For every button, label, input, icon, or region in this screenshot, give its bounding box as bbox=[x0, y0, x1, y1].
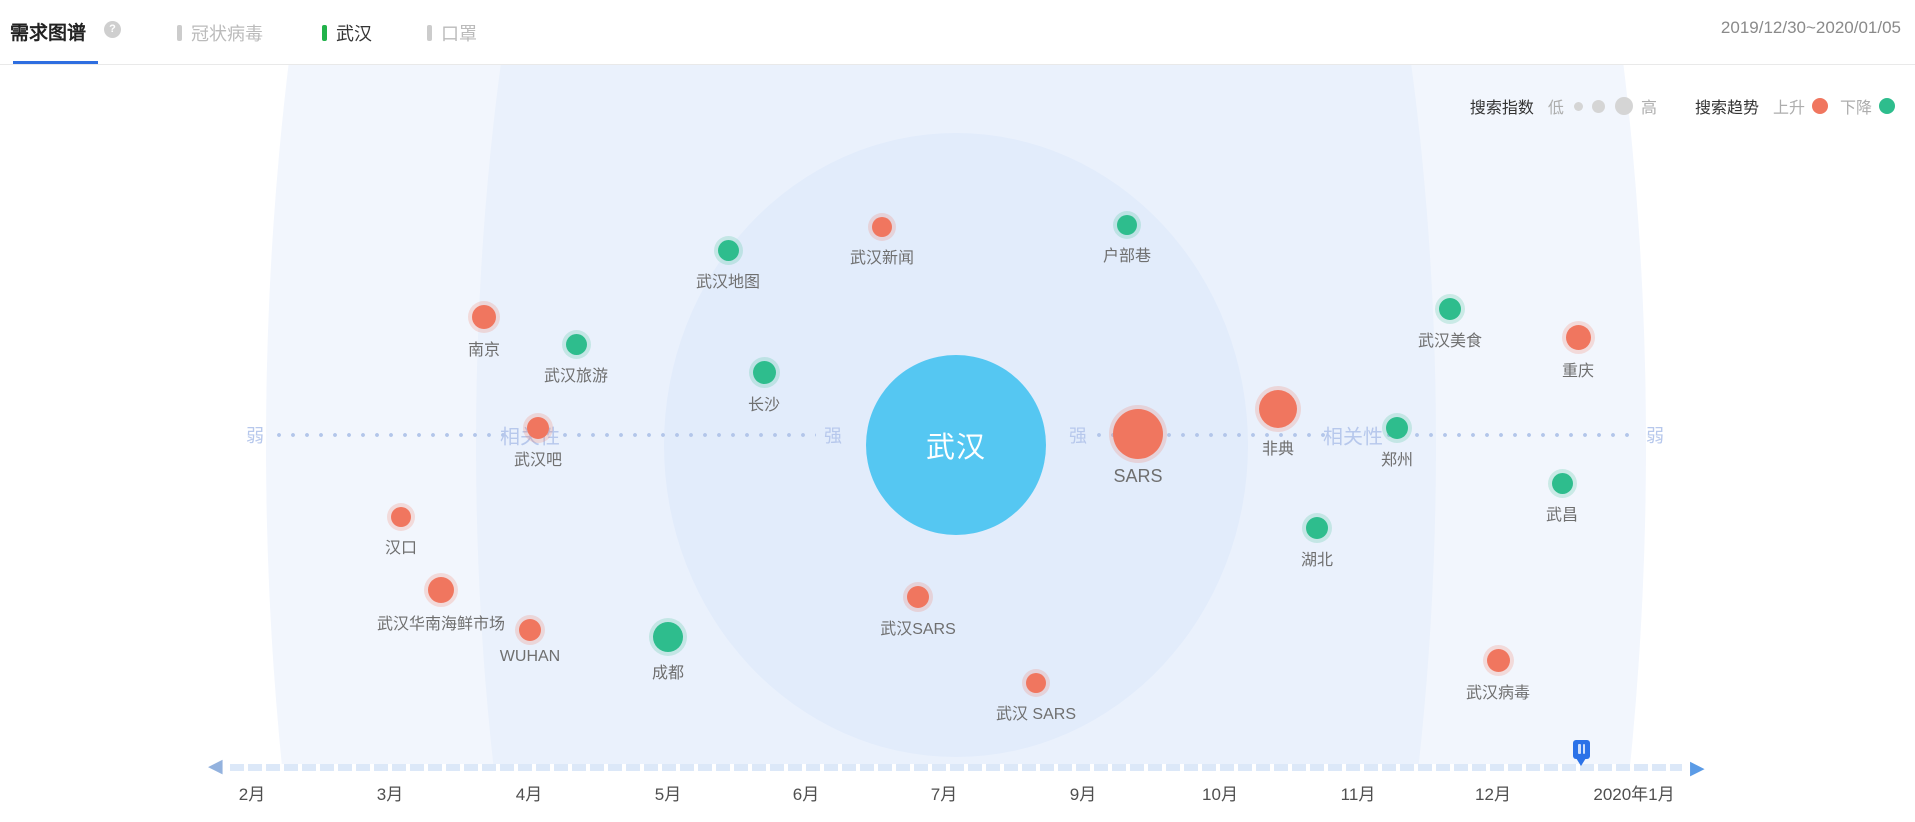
help-icon[interactable]: ? bbox=[104, 21, 121, 38]
tab-label: 冠状病毒 bbox=[191, 24, 263, 44]
bubble-up[interactable] bbox=[391, 507, 411, 527]
chart-legend: 搜索指数 低 高 搜索趋势 上升 下降 bbox=[1470, 94, 1895, 118]
bubble-label: 武昌 bbox=[1545, 506, 1579, 524]
bubble-down[interactable] bbox=[1439, 298, 1461, 320]
bubble-label: 户部巷 bbox=[1102, 248, 1152, 265]
tab-mask[interactable]: 口罩 bbox=[427, 20, 477, 46]
search-index-label: 搜索指数 bbox=[1469, 100, 1534, 117]
bubble-label: 南京 bbox=[467, 342, 501, 359]
timeline-track[interactable] bbox=[230, 764, 1682, 771]
month-label: 3月 bbox=[376, 785, 404, 804]
bubble-down[interactable] bbox=[653, 622, 683, 652]
header-bar: 需求图谱 ? 冠状病毒 武汉 口罩 2019/12/30~2020/01/05 bbox=[0, 0, 1915, 65]
bubble-label: 武汉美食 bbox=[1417, 333, 1483, 350]
bubble-label: 武汉新闻 bbox=[849, 250, 915, 267]
bubble-up[interactable] bbox=[907, 586, 929, 608]
bubble-up[interactable] bbox=[872, 217, 892, 237]
month-label: 2月 bbox=[238, 785, 266, 804]
month-label: 7月 bbox=[930, 785, 958, 804]
bubble-label: 湖北 bbox=[1300, 552, 1334, 569]
axis-label: 强 bbox=[1069, 426, 1087, 446]
bubble-up[interactable] bbox=[472, 305, 496, 329]
tab-coronavirus[interactable]: 冠状病毒 bbox=[177, 20, 263, 46]
month-label: 12月 bbox=[1475, 785, 1511, 804]
rising-dot-icon bbox=[1811, 98, 1828, 114]
axis-dotted-line bbox=[1382, 433, 1638, 437]
tab-marker-icon bbox=[322, 25, 327, 41]
timeline-handle-tip bbox=[1576, 758, 1586, 766]
bubble-label: 非典 bbox=[1261, 441, 1295, 458]
bubble-down[interactable] bbox=[717, 239, 739, 261]
bubble-label: 武汉 SARS bbox=[995, 706, 1077, 723]
tab-wuhan[interactable]: 武汉 bbox=[322, 20, 372, 46]
center-keyword-bubble[interactable]: 武汉 bbox=[866, 355, 1046, 535]
bubble-up[interactable] bbox=[1259, 390, 1297, 428]
demand-map-chart: 弱相关性强强相关性弱 武汉地图 武汉新闻 户部巷 南京 武汉旅游 长沙 武汉吧 汉口 武汉华南海… bbox=[0, 64, 1915, 764]
axis-label: 强 bbox=[824, 426, 842, 446]
bubble-up[interactable] bbox=[1026, 673, 1046, 693]
timeline: ◀ ▶ 2月 3月 4月 5月 6月 7月 9月 10月 11月 12月 2020年1月 bbox=[0, 700, 1915, 822]
bubble-label: 长沙 bbox=[747, 396, 781, 414]
bubble-label: 武汉SARS bbox=[880, 621, 956, 638]
bubble-up[interactable] bbox=[1565, 324, 1591, 350]
month-label: 5月 bbox=[654, 785, 682, 804]
pause-bar-icon bbox=[1582, 744, 1585, 754]
size-dot-small-icon bbox=[1573, 101, 1583, 111]
axis-dotted-line bbox=[272, 433, 505, 437]
bubble-down[interactable] bbox=[752, 360, 776, 384]
month-label: 4月 bbox=[515, 785, 543, 804]
month-label: 11月 bbox=[1340, 785, 1376, 804]
active-tab-underline bbox=[13, 61, 98, 64]
date-range: 2019/12/30~2020/01/05 bbox=[1720, 18, 1901, 37]
falling-dot-icon bbox=[1879, 98, 1895, 114]
page-title: 需求图谱 bbox=[10, 23, 87, 44]
bubble-up[interactable] bbox=[1486, 648, 1510, 672]
bubble-label: 成都 bbox=[651, 665, 685, 682]
month-label: 10月 bbox=[1202, 785, 1238, 804]
tab-label: 武汉 bbox=[336, 24, 372, 44]
timeline-handle[interactable] bbox=[1573, 740, 1590, 767]
bubble-down[interactable] bbox=[565, 333, 587, 355]
tab-label: 口罩 bbox=[441, 24, 477, 44]
axis-dotted-line bbox=[558, 433, 816, 437]
bubble-down[interactable] bbox=[1117, 215, 1137, 235]
bubble-label: SARS bbox=[1113, 466, 1163, 486]
bubble-down[interactable] bbox=[1306, 517, 1328, 539]
bubble-label: 武汉吧 bbox=[513, 452, 563, 469]
bubble-up[interactable] bbox=[527, 417, 549, 439]
axis-label: 弱 bbox=[246, 426, 264, 446]
falling-label: 下降 bbox=[1839, 100, 1872, 117]
tab-marker-icon bbox=[427, 25, 432, 41]
rising-label: 上升 bbox=[1772, 100, 1805, 117]
size-dot-medium-icon bbox=[1591, 99, 1605, 113]
bubble-up[interactable] bbox=[428, 577, 454, 603]
low-label: 低 bbox=[1547, 100, 1564, 117]
timeline-handle-cap bbox=[1573, 740, 1590, 759]
bubble-up[interactable] bbox=[1113, 409, 1163, 459]
bubble-label: 武汉地图 bbox=[695, 273, 761, 291]
axis-label: 弱 bbox=[1646, 426, 1664, 446]
tab-marker-icon bbox=[177, 25, 182, 41]
bubble-label: 重庆 bbox=[1561, 362, 1595, 380]
timeline-next-icon[interactable]: ▶ bbox=[1690, 758, 1705, 779]
month-label: 2020年1月 bbox=[1593, 785, 1675, 804]
timeline-prev-icon[interactable]: ◀ bbox=[208, 756, 223, 777]
high-label: 高 bbox=[1640, 100, 1657, 117]
bubble-label: WUHAN bbox=[499, 648, 561, 665]
bubble-up[interactable] bbox=[519, 619, 541, 641]
bubble-label: 郑州 bbox=[1380, 452, 1414, 469]
bubble-label: 武汉旅游 bbox=[543, 367, 609, 385]
month-label: 6月 bbox=[792, 785, 820, 804]
axis-label: 相关性 bbox=[1323, 426, 1383, 449]
bubble-label: 汉口 bbox=[384, 540, 418, 557]
bubble-down[interactable] bbox=[1386, 417, 1408, 439]
pause-bar-icon bbox=[1578, 744, 1581, 754]
bubble-label: 武汉病毒 bbox=[1465, 684, 1531, 702]
search-trend-label: 搜索趋势 bbox=[1694, 100, 1759, 117]
size-dot-large-icon bbox=[1614, 97, 1633, 115]
bubble-down[interactable] bbox=[1551, 472, 1573, 494]
bubble-label: 武汉华南海鲜市场 bbox=[376, 616, 506, 633]
axis-dotted-line bbox=[1092, 433, 1326, 437]
month-label: 9月 bbox=[1069, 785, 1097, 804]
